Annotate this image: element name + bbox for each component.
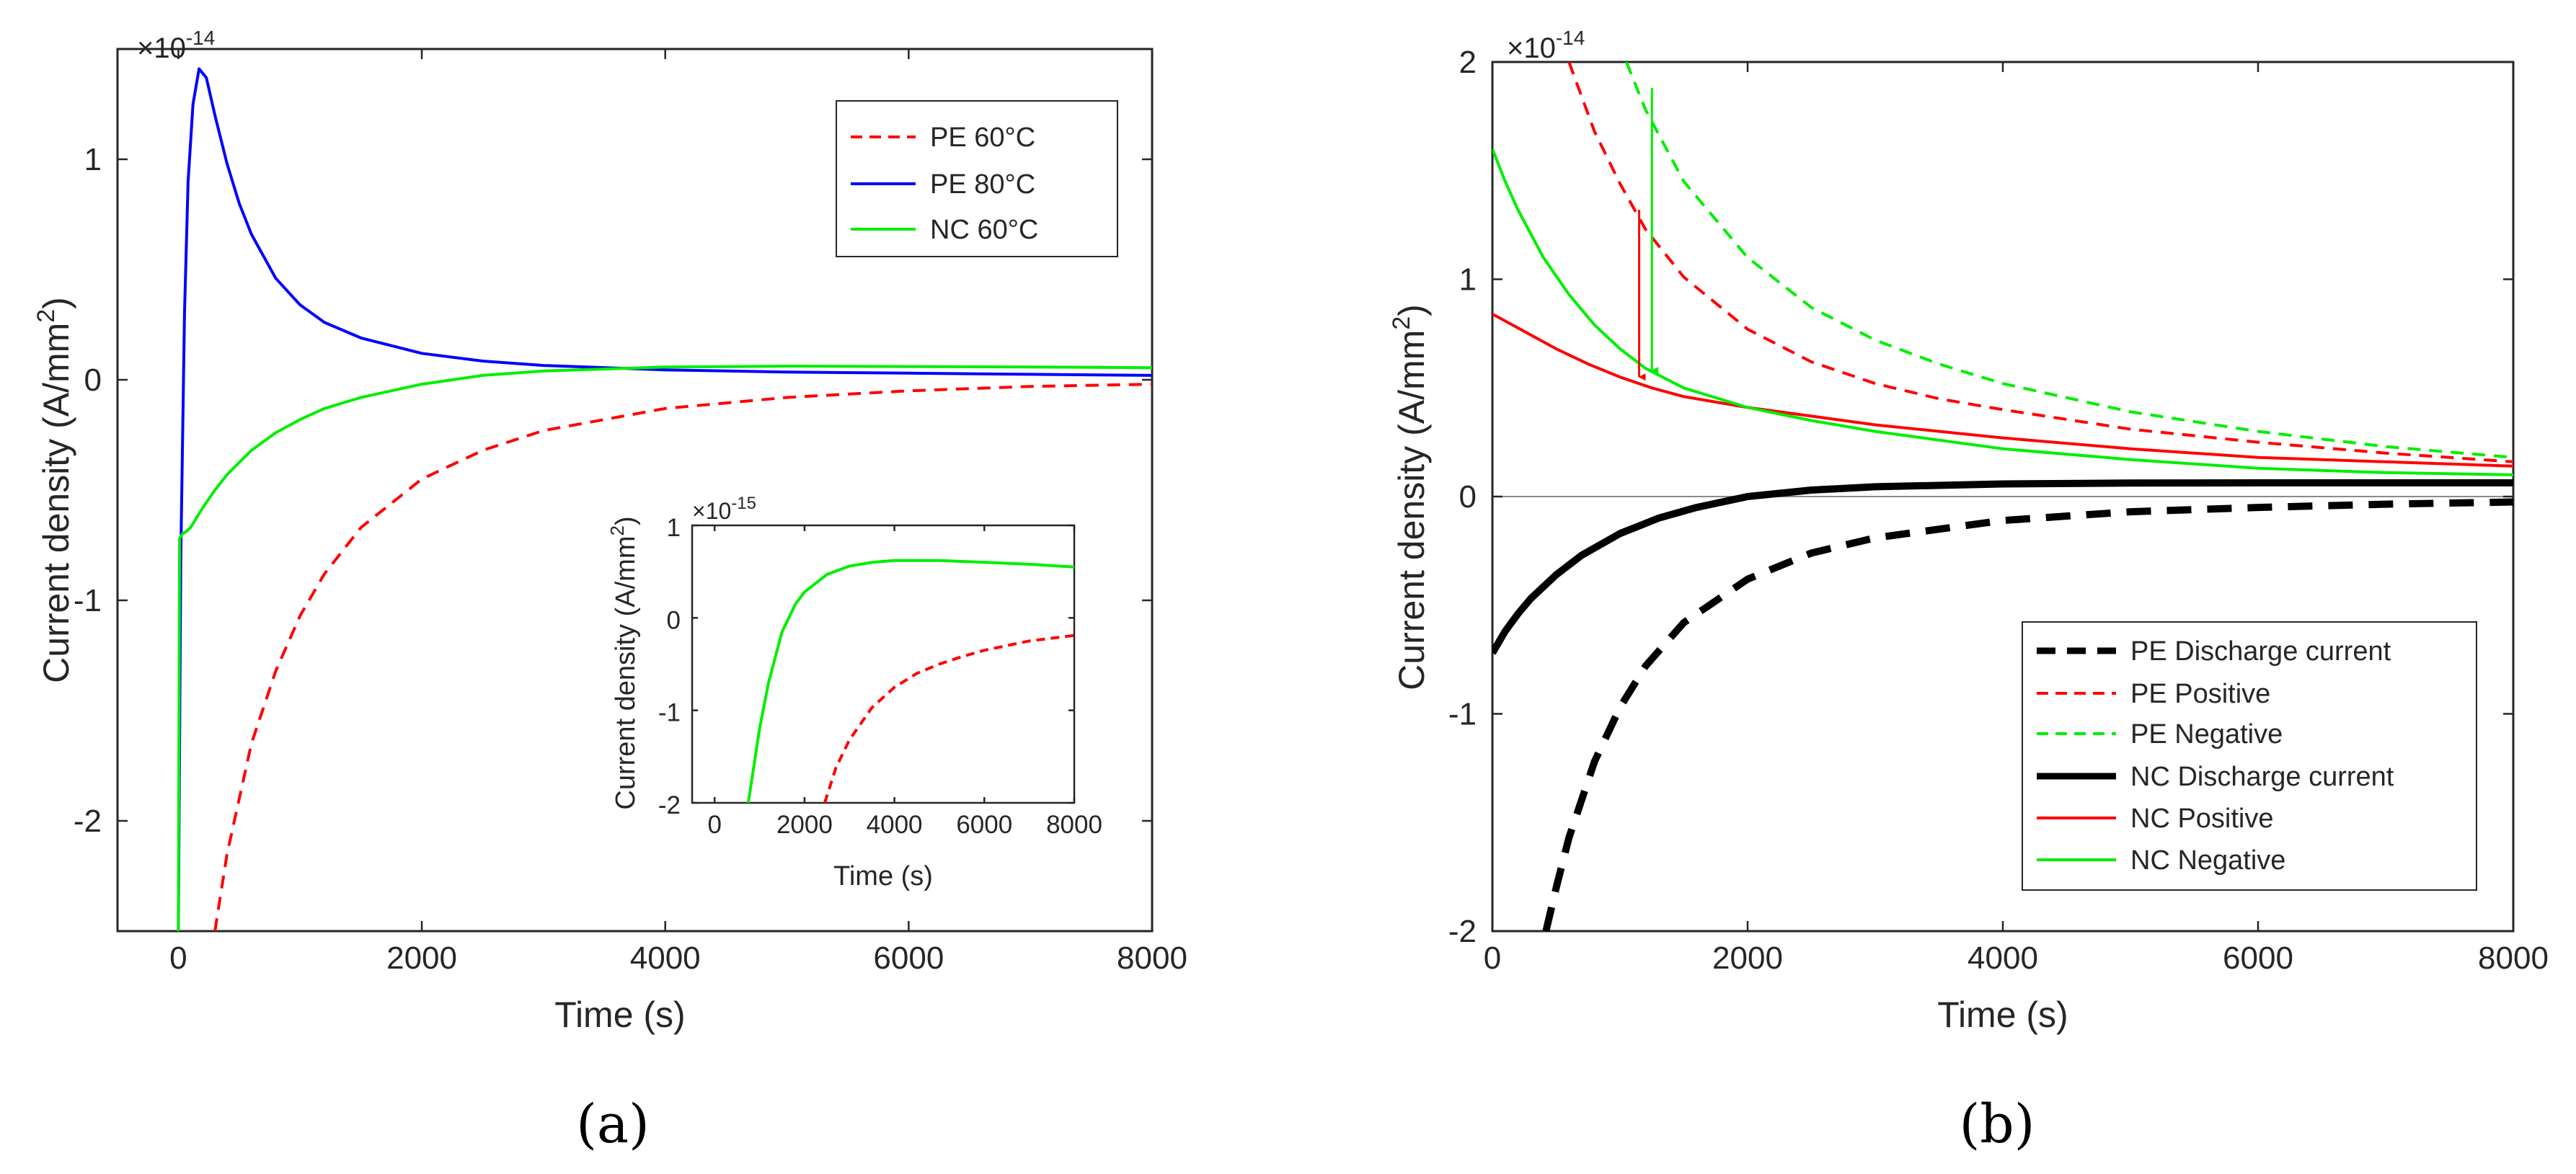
panel-a-series-pe-60-c xyxy=(213,383,1152,931)
inset-y-tick-label: 1 xyxy=(667,514,681,542)
panel-b-x-tick-label: 4000 xyxy=(1968,940,2038,976)
panel-b-x-axis-label: Time (s) xyxy=(1937,995,2068,1035)
panel-b-y-tick-label: -1 xyxy=(1448,697,1477,732)
panel-b-y-tick-label: 2 xyxy=(1459,45,1477,80)
legend-label-nc-discharge: NC Discharge current xyxy=(2130,762,2394,792)
panel-b-series-pe-positive xyxy=(1567,62,2513,463)
panel-b-x-tick-label: 8000 xyxy=(2478,940,2549,976)
panel-b-y-axis-label: Current density (A/mm2) xyxy=(1388,304,1432,690)
panel-b-legend: PE Discharge current PE Positive PE Nega… xyxy=(2022,621,2477,891)
legend-label-nc-60: NC 60°C xyxy=(930,215,1038,245)
panel-a-y-axis-label: Current density (A/mm2) xyxy=(32,297,76,683)
legend-label-pe-discharge: PE Discharge current xyxy=(2130,636,2391,667)
inset-x-axis-label: Time (s) xyxy=(833,861,933,891)
panel-b-series-nc-negative xyxy=(1492,148,2513,476)
panel-b-y-tick-label: 1 xyxy=(1459,262,1477,298)
panel-b-caption: (b) xyxy=(1959,1093,2035,1155)
inset-series-nc-60-c xyxy=(746,559,1074,803)
panel-b-x-tick-label: 0 xyxy=(1484,940,1501,976)
panel-a-series-pe-80-c xyxy=(177,67,1152,931)
inset-x-tick-label: 2000 xyxy=(776,811,833,839)
inset-x-tick-label: 4000 xyxy=(867,811,923,839)
panel-a-legend: PE 60°C PE 80°C NC 60°C xyxy=(836,100,1118,257)
panel-a-multiplier: ×10-14 xyxy=(137,27,215,64)
inset-y-tick-label: -2 xyxy=(658,791,681,819)
inset-y-axis-label: Current density (A/mm2) xyxy=(606,516,641,809)
panel-b-series-nc-discharge-current xyxy=(1492,479,2513,655)
panel-b-x-tick-label: 2000 xyxy=(1712,940,1783,976)
panel-b-multiplier: ×10-14 xyxy=(1507,27,1585,64)
panel-b-y-tick-label: 0 xyxy=(1459,479,1477,515)
inset-series-pe-60-c xyxy=(823,633,1074,803)
legend-label-pe-positive: PE Positive xyxy=(2130,679,2270,709)
panel-a-y-tick-label: -2 xyxy=(74,804,102,839)
legend-label-nc-negative: NC Negative xyxy=(2130,845,2285,876)
panel-a-chart: 0 2000 4000 6000 8000-2-101 ×10-14 Time (s) … xyxy=(32,27,1187,1155)
panel-b-chart: 0 2000 4000 6000 8000 -2 -1 0 1 2 ×10-14 Time (s)… xyxy=(1388,27,2549,1155)
inset-x-tick-label: 6000 xyxy=(956,811,1012,839)
inset-y-tick-label: 0 xyxy=(667,606,681,634)
panel-a-caption: (a) xyxy=(576,1093,650,1155)
panel-a-x-tick-label: 4000 xyxy=(630,940,701,976)
legend-label-pe-80: PE 80°C xyxy=(930,169,1035,200)
panel-b-series-pe-discharge-current xyxy=(1542,498,2513,931)
legend-label-pe-60: PE 60°C xyxy=(930,123,1035,153)
panel-a-y-tick-label: 0 xyxy=(84,363,102,398)
inset-x-tick-label: 8000 xyxy=(1046,811,1102,839)
panel-a-y-tick-label: 1 xyxy=(84,142,102,177)
legend-label-pe-negative: PE Negative xyxy=(2130,719,2283,750)
inset-y-tick-label: -1 xyxy=(658,699,681,727)
legend-label-nc-positive: NC Positive xyxy=(2130,804,2274,834)
panel-b-series-pe-negative xyxy=(1624,62,2513,459)
panel-a-x-tick-label: 2000 xyxy=(386,940,457,976)
panel-a-x-tick-label: 8000 xyxy=(1117,940,1187,976)
inset-x-tick-label: 0 xyxy=(707,811,721,839)
panel-a-x-tick-label: 6000 xyxy=(873,940,944,976)
panel-a-x-tick-label: 0 xyxy=(169,940,187,976)
inset-multiplier: ×10-15 xyxy=(692,494,756,524)
inset-plot-area xyxy=(691,524,1076,804)
panel-a-y-tick-label: -1 xyxy=(74,583,102,618)
panel-a-x-axis-label: Time (s) xyxy=(554,995,685,1035)
panel-a-inset-chart: 0 2000 4000 6000 8000-2-101 ×10-15 Time (s) … xyxy=(606,494,1102,891)
panel-b-x-tick-label: 6000 xyxy=(2223,940,2293,976)
panel-b-y-tick-label: -2 xyxy=(1448,914,1477,949)
panel-a-series-nc-60-c xyxy=(177,365,1152,931)
